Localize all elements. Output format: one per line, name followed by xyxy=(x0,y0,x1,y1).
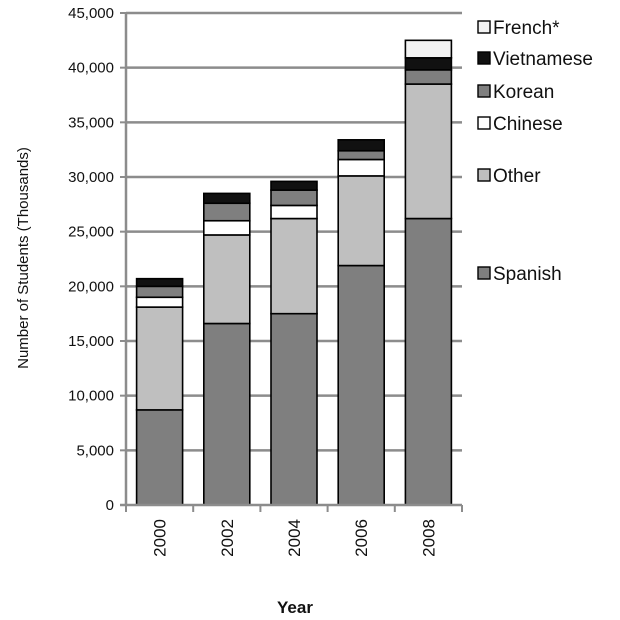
legend-swatch xyxy=(477,168,491,182)
legend-label: Other xyxy=(493,166,541,187)
bar-segment-other xyxy=(135,306,184,411)
x-tick-label: 2008 xyxy=(419,519,438,557)
y-tick-label: 5,000 xyxy=(76,442,114,459)
y-tick-label: 35,000 xyxy=(68,114,114,131)
bar-segment-spanish xyxy=(135,409,184,506)
bar-segment-vietnamese xyxy=(135,277,184,288)
bar-segment-korean xyxy=(270,189,318,207)
bar-segment-korean xyxy=(203,202,251,222)
legend-swatch xyxy=(477,266,491,280)
bar-segment-chinese xyxy=(337,158,386,177)
bar-segment-spanish xyxy=(270,312,318,506)
x-axis-title: Year xyxy=(277,598,313,617)
bar-segment-chinese xyxy=(203,219,251,236)
legend-label: Chinese xyxy=(493,114,563,135)
bar-segment-korean xyxy=(337,149,386,161)
x-tick-label: 2006 xyxy=(352,519,371,557)
bar-segment-spanish xyxy=(337,264,386,506)
x-tick-label: 2004 xyxy=(285,519,304,557)
y-tick-label: 30,000 xyxy=(68,169,114,186)
axes: 0 5,000 10,000 15,000 20,000 25,000 30,000 35,0… xyxy=(68,5,463,557)
y-tick-label: 40,000 xyxy=(68,60,114,77)
bar-segment-korean xyxy=(135,285,184,299)
bar-segment-other xyxy=(404,83,453,220)
bar-segment-vietnamese xyxy=(404,57,453,71)
bar-segment-other xyxy=(270,217,318,315)
bar-segment-vietnamese xyxy=(337,139,386,152)
bar-segment-spanish xyxy=(203,322,251,506)
bars xyxy=(135,39,453,506)
bar-segment-other xyxy=(337,175,386,267)
y-tick-label: 25,000 xyxy=(68,224,114,241)
x-tick-label: 2000 xyxy=(151,519,170,557)
y-tick-label: 10,000 xyxy=(68,388,114,405)
legend-swatch xyxy=(477,84,491,98)
bar-segment-chinese xyxy=(270,204,318,220)
y-tick-label: 20,000 xyxy=(68,278,114,295)
x-tick-label: 2002 xyxy=(218,519,237,557)
y-tick-label: 45,000 xyxy=(68,5,114,22)
y-tick-label: 0 xyxy=(106,497,114,514)
bar-segment-chinese xyxy=(135,296,184,308)
bar-segment-french xyxy=(404,39,453,59)
legend: French* Vietnamese Korean Chinese Other Spani… xyxy=(477,18,593,285)
bar-segment-other xyxy=(203,234,251,325)
legend-label: Spanish xyxy=(493,264,562,285)
bar-segment-vietnamese xyxy=(203,192,251,205)
y-tick-label: 15,000 xyxy=(68,333,114,350)
legend-label: Korean xyxy=(493,82,554,103)
legend-label: Vietnamese xyxy=(493,49,593,70)
legend-label: French* xyxy=(493,18,560,39)
legend-swatch xyxy=(477,20,491,34)
bar-segment-spanish xyxy=(404,217,453,506)
y-axis-title: Number of Students (Thousands) xyxy=(15,147,32,369)
bar-segment-korean xyxy=(404,69,453,85)
legend-swatch xyxy=(477,51,491,65)
legend-swatch xyxy=(477,116,491,130)
bar-segment-vietnamese xyxy=(270,180,318,191)
